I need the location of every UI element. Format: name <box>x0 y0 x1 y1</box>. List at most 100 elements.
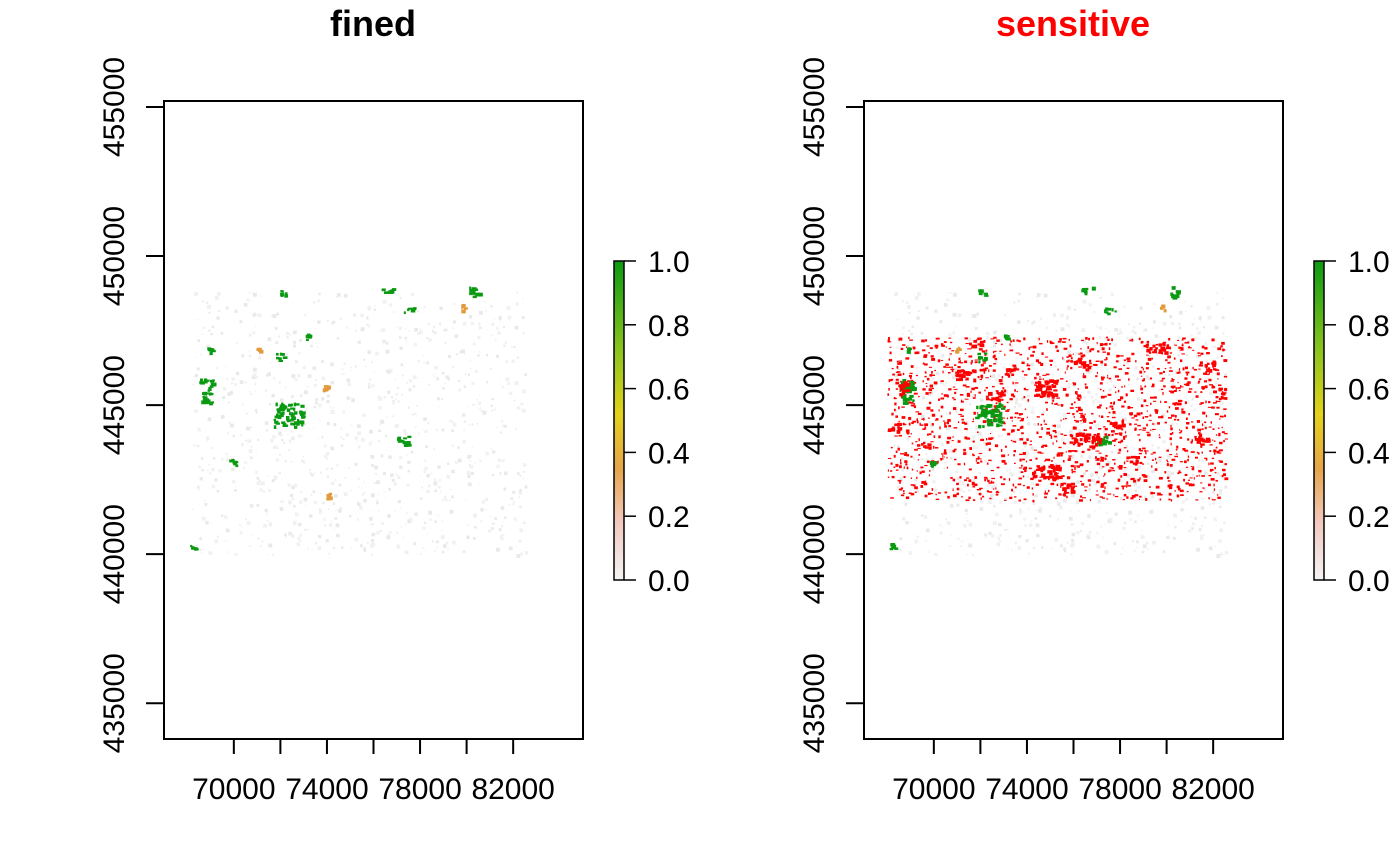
sensitive-cell <box>1222 468 1226 472</box>
background-cell <box>472 403 475 406</box>
sensitive-cell <box>1221 341 1225 345</box>
background-cell <box>479 482 481 484</box>
background-cell <box>1080 454 1084 458</box>
background-cell <box>1194 338 1197 341</box>
background-cell <box>490 305 493 308</box>
background-cell <box>1190 515 1192 518</box>
sensitive-cell <box>1187 341 1190 344</box>
background-cell <box>1219 528 1223 533</box>
sensitive-cell <box>1061 404 1064 406</box>
sensitive-cell <box>970 347 972 349</box>
sensitive-cell <box>1011 488 1013 492</box>
background-cell <box>310 494 313 496</box>
sensitive-cell <box>957 365 961 369</box>
background-cell <box>444 341 447 344</box>
background-cell <box>432 373 435 376</box>
background-cell <box>299 394 303 397</box>
sensitive-cell <box>915 374 918 377</box>
background-cell <box>1151 444 1154 447</box>
background-cell <box>336 293 341 297</box>
sensitive-cell <box>918 438 920 442</box>
sensitive-cell <box>1145 451 1147 455</box>
background-cell <box>412 385 416 388</box>
sensitive-cell <box>908 374 913 378</box>
background-cell <box>1131 540 1134 543</box>
sensitive-cell <box>897 362 900 365</box>
background-cell <box>272 445 277 449</box>
sensitive-cell <box>1064 371 1066 374</box>
background-cell <box>897 339 901 343</box>
sensitive-cell <box>1197 428 1202 432</box>
background-cell <box>394 378 396 380</box>
background-cell <box>894 409 898 413</box>
sensitive-cell <box>1141 391 1144 394</box>
background-cell <box>496 354 499 358</box>
sensitive-cell <box>1055 497 1058 500</box>
sensitive-cell <box>933 445 935 449</box>
sensitive-cell <box>888 379 891 383</box>
x-tick-label: 74000 <box>285 773 368 806</box>
background-cell <box>289 493 294 498</box>
sensitive-cell <box>1085 368 1090 370</box>
background-cell <box>214 296 219 300</box>
sensitive-cell <box>942 420 946 422</box>
background-cell <box>248 449 253 454</box>
sensitive-cell <box>1182 337 1186 340</box>
sensitive-cell <box>1130 497 1134 500</box>
sensitive-cell <box>1174 455 1178 458</box>
sensitive-cell <box>1061 475 1065 478</box>
background-cell <box>939 380 944 385</box>
background-cell <box>1207 382 1210 385</box>
sensitive-cell <box>1174 415 1177 418</box>
background-cell <box>363 358 366 361</box>
background-cell <box>436 373 438 375</box>
background-cell <box>1136 546 1138 549</box>
sensitive-cell <box>924 363 928 366</box>
background-cell <box>468 424 470 426</box>
red-cluster <box>1204 360 1217 373</box>
orange-cluster <box>1159 304 1167 313</box>
sensitive-cell <box>1219 460 1223 463</box>
background-cell <box>409 520 413 523</box>
background-cell <box>1177 354 1180 357</box>
sensitive-cell <box>1021 458 1025 461</box>
sensitive-cell <box>905 346 908 349</box>
sensitive-cell <box>1119 396 1124 400</box>
sensitive-cell <box>1078 353 1082 355</box>
legend-tick-label: 0.4 <box>648 437 690 470</box>
background-cell <box>515 519 518 522</box>
sensitive-cell <box>1050 435 1053 439</box>
background-cell <box>1133 331 1137 335</box>
sensitive-cell <box>1123 493 1127 497</box>
sensitive-cell <box>1044 356 1049 358</box>
background-cell <box>1174 526 1177 529</box>
background-cell <box>1222 477 1224 480</box>
sensitive-cell <box>974 361 978 364</box>
sensitive-cell <box>978 348 983 351</box>
background-cell <box>1069 378 1071 381</box>
sensitive-cell <box>929 469 931 472</box>
sensitive-cell <box>1134 468 1139 471</box>
sensitive-cell <box>931 374 936 376</box>
sensitive-cell <box>1152 428 1156 430</box>
background-cell <box>197 339 201 343</box>
sensitive-cell <box>1085 369 1090 372</box>
sensitive-cell <box>1114 432 1119 435</box>
background-cell <box>225 306 229 310</box>
background-cell <box>324 454 328 458</box>
sensitive-cell <box>1145 362 1150 365</box>
sensitive-cell <box>968 468 972 471</box>
sensitive-cell <box>1074 450 1078 453</box>
background-cell <box>1138 479 1142 482</box>
sensitive-cell <box>1213 440 1216 442</box>
background-cell <box>1017 546 1022 550</box>
background-cell <box>1144 382 1146 384</box>
background-cell <box>227 432 229 434</box>
background-cell <box>363 547 367 551</box>
sensitive-cell <box>1137 424 1141 427</box>
background-cell <box>1085 416 1088 418</box>
background-cell <box>1133 549 1136 552</box>
background-cell <box>369 516 373 521</box>
sensitive-cell <box>1070 465 1075 468</box>
background-cell <box>939 524 941 526</box>
